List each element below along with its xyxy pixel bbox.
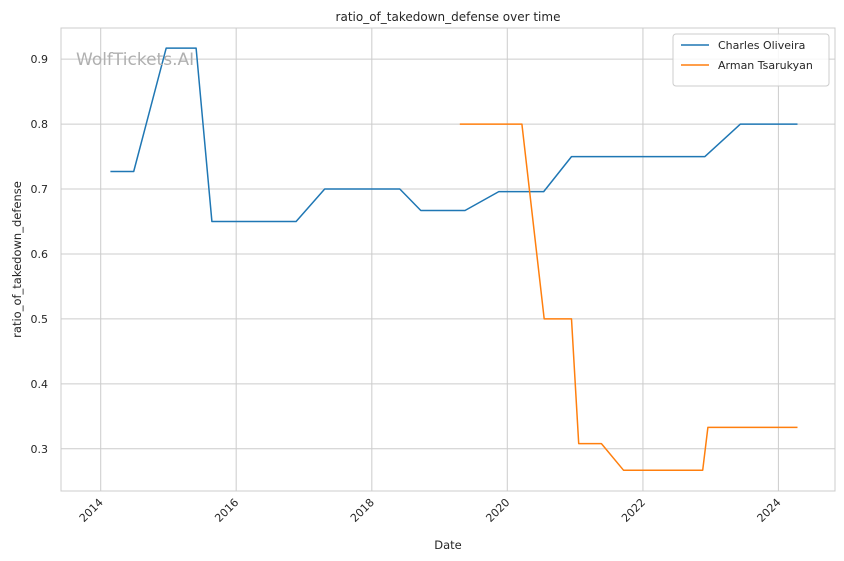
series-line-0 (110, 47, 798, 223)
series-line-1 (459, 123, 798, 471)
x-tick-label: 2018 (348, 496, 377, 525)
plot-frame (60, 27, 836, 492)
legend-label: Charles Oliveira (718, 39, 805, 52)
x-axis-label: Date (434, 538, 462, 552)
legend-box (672, 33, 830, 87)
y-tick-label: 0.6 (31, 248, 49, 261)
y-tick-label: 0.9 (31, 53, 49, 66)
y-tick-label: 0.5 (31, 313, 49, 326)
grid-lines (61, 28, 835, 491)
chart-title: ratio_of_takedown_defense over time (336, 10, 561, 24)
legend: Charles Oliveira Arman Tsarukyan (672, 33, 830, 87)
y-tick-label: 0.3 (31, 443, 49, 456)
legend-label: Arman Tsarukyan (718, 59, 813, 72)
x-tick-label: 2022 (619, 496, 648, 525)
x-tick-label: 2024 (755, 496, 784, 525)
y-tick-label: 0.7 (31, 183, 49, 196)
watermark-text: WolfTickets.AI (76, 50, 194, 70)
y-tick-label: 0.4 (31, 378, 49, 391)
y-tick-label: 0.8 (31, 118, 49, 131)
x-tick-label: 2016 (212, 496, 241, 525)
series-lines (110, 47, 798, 471)
x-tick-label: 2014 (77, 496, 106, 525)
y-axis-label: ratio_of_takedown_defense (10, 181, 24, 338)
x-tick-label: 2020 (483, 496, 512, 525)
